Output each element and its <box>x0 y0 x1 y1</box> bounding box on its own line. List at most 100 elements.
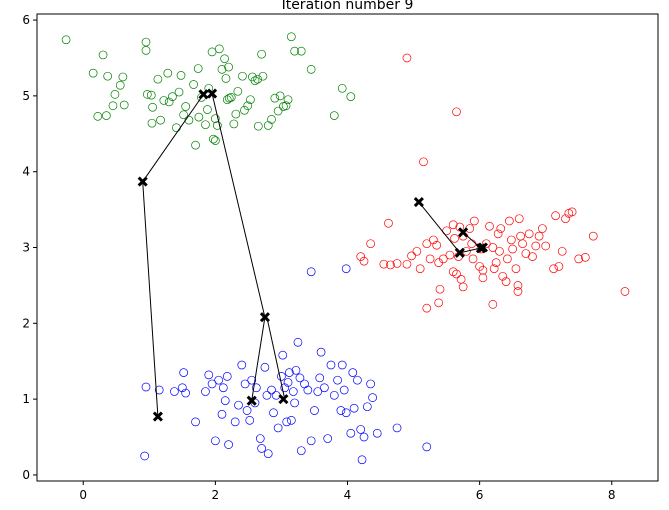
data-point <box>201 120 210 130</box>
data-point <box>147 118 157 128</box>
centroid-marker <box>454 247 465 258</box>
data-point <box>191 417 200 427</box>
data-point <box>419 157 428 167</box>
y-tick-label: 2 <box>22 316 30 330</box>
data-point <box>148 102 157 112</box>
centroid-marker <box>246 395 257 406</box>
data-point <box>146 90 156 100</box>
data-point <box>303 385 313 395</box>
data-point <box>505 216 514 226</box>
data-point <box>402 53 412 63</box>
data-point <box>141 37 151 47</box>
data-point <box>356 425 366 434</box>
centroid-path <box>142 94 204 417</box>
centroid-marker <box>137 176 148 187</box>
data-point <box>498 271 508 281</box>
data-point <box>290 398 299 408</box>
data-point <box>448 220 458 230</box>
data-point <box>281 101 291 111</box>
data-point <box>407 251 416 261</box>
data-point <box>288 387 298 396</box>
data-point <box>257 49 266 59</box>
data-point <box>269 408 278 418</box>
data-point <box>316 347 326 357</box>
data-point <box>270 93 280 103</box>
data-point <box>481 239 491 249</box>
x-tick-label: 8 <box>608 488 616 502</box>
data-point <box>234 400 243 410</box>
data-point <box>88 68 98 78</box>
data-point <box>226 93 236 102</box>
data-point <box>279 102 288 111</box>
data-point <box>278 350 288 360</box>
data-point <box>153 74 163 84</box>
data-point <box>296 446 306 456</box>
data-point <box>425 254 435 264</box>
data-point <box>366 239 375 249</box>
data-point <box>263 121 273 130</box>
data-point <box>237 360 247 370</box>
data-point <box>478 265 488 275</box>
data-point <box>379 259 389 269</box>
data-point <box>194 112 204 122</box>
data-point <box>285 368 294 377</box>
data-point <box>286 416 296 425</box>
data-point <box>177 383 187 393</box>
centroid-path <box>211 93 266 401</box>
centroid-path <box>266 317 286 400</box>
data-point <box>156 115 165 125</box>
data-point <box>267 385 276 395</box>
data-point <box>242 406 252 415</box>
data-point <box>240 105 249 115</box>
data-point <box>488 243 498 252</box>
data-point <box>258 71 268 81</box>
data-point <box>541 241 551 251</box>
data-point <box>115 80 125 90</box>
data-point <box>204 370 214 380</box>
y-tick-label: 3 <box>22 241 30 255</box>
data-point <box>176 71 186 80</box>
data-point <box>329 111 339 120</box>
data-point <box>142 90 152 99</box>
data-point <box>263 449 273 459</box>
data-point <box>513 281 523 290</box>
data-point <box>402 259 412 269</box>
data-point <box>467 239 477 249</box>
centroid-marker <box>413 196 424 208</box>
data-point <box>366 379 375 389</box>
data-point <box>224 93 234 103</box>
data-point <box>170 387 179 396</box>
data-point <box>154 385 164 395</box>
data-point <box>435 284 445 294</box>
data-point <box>179 368 189 377</box>
x-tick-label: 2 <box>212 488 220 502</box>
data-point <box>313 387 323 396</box>
data-point <box>260 362 270 372</box>
data-point <box>323 434 333 443</box>
data-point <box>231 109 241 119</box>
data-point <box>415 264 425 274</box>
data-point <box>392 423 402 433</box>
data-point <box>306 436 316 446</box>
data-point <box>238 71 247 81</box>
axes: 0 2 4 6 8 0 1 2 3 4 5 6 <box>22 13 615 502</box>
data-point <box>108 101 118 111</box>
data-point <box>503 254 512 264</box>
centroid-marker <box>477 242 488 253</box>
data-point <box>159 96 169 105</box>
centroid-marker <box>259 312 270 323</box>
data-point <box>469 216 479 226</box>
data-point <box>514 214 524 224</box>
data-point <box>493 229 503 239</box>
data-point <box>172 123 181 133</box>
data-point <box>513 287 523 296</box>
data-point <box>306 267 316 277</box>
data-point <box>326 360 336 370</box>
x-tick-label: 6 <box>476 488 484 502</box>
x-tick-label: 0 <box>79 488 87 502</box>
data-point <box>286 32 296 42</box>
chart-title: Iteration number 9 <box>282 0 414 13</box>
data-point <box>98 50 108 60</box>
data-point <box>508 244 518 254</box>
data-point <box>422 303 432 313</box>
